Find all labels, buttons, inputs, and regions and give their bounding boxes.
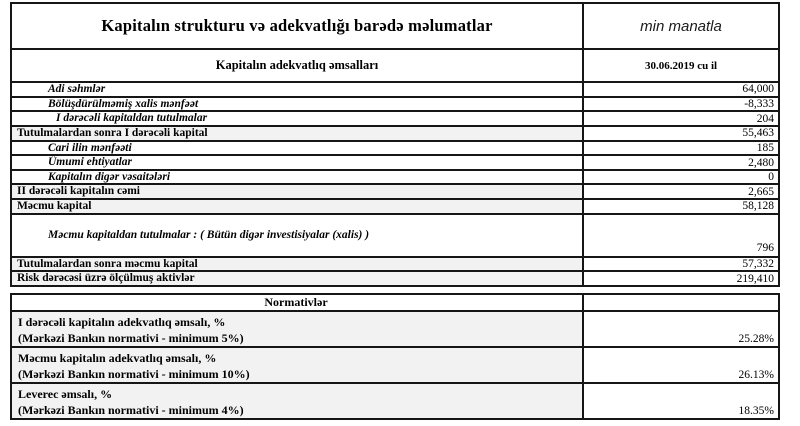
row-label: Məcmu kapitaldan tutulmalar : ( Bütün di… — [10, 212, 584, 258]
table-row: II dərəcəli kapitalın cəmi 2,665 — [10, 183, 780, 201]
norm-line1: I dərəcəli kapitalın adekvatlıq əmsalı, … — [18, 315, 226, 329]
table-row: Tutulmalardan sonra məcmu kapital 57,332 — [10, 255, 780, 273]
row-label: II dərəcəli kapitalın cəmi — [10, 183, 584, 201]
row-value: 2,665 — [582, 183, 780, 201]
row-value: 18.35% — [582, 382, 780, 420]
normatives-header-row: Normativlər — [10, 293, 780, 312]
norm-line2: (Mərkəzi Bankın normativi - minimum 10%) — [18, 367, 250, 381]
row-label: Risk dərəcəsi üzrə ölçülmuş aktivlər — [10, 270, 584, 288]
table-row: I dərəcəli kapitaldan tutulmalar 204 — [10, 110, 780, 127]
table-row: Adi səhmlər 64,000 — [10, 81, 780, 98]
table-row: Məcmu kapitalın adekvatlıq əmsalı, % (Mə… — [10, 346, 780, 384]
row-label: Kapitalın digər vəsaitələri — [10, 168, 584, 186]
unit-label: min manatla — [582, 2, 780, 50]
table-row: Məcmu kapital 58,128 — [10, 198, 780, 215]
table-row: I dərəcəli kapitalın adekvatlıq əmsalı, … — [10, 310, 780, 348]
normatives-header: Normativlər — [10, 293, 584, 312]
norm-line2: (Mərkəzi Bankın normativi - minimum 5%) — [18, 331, 244, 345]
norm-line2: (Mərkəzi Bankın normativi - minimum 4%) — [18, 403, 244, 417]
table-row: Məcmu kapitaldan tutulmalar : ( Bütün di… — [10, 212, 780, 258]
empty-cell — [582, 293, 780, 312]
table-row: Leverec əmsalı, % (Mərkəzi Bankın normat… — [10, 382, 780, 420]
row-label: Tutulmalardan sonra I dərəcəli kapital — [10, 124, 584, 142]
row-value: 2,480 — [582, 154, 780, 171]
report-title: Kapitalın strukturu və adekvatlığı barəd… — [10, 2, 584, 50]
section-header: Kapitalın adekvatlıq əmsalları — [10, 48, 584, 83]
row-value: 796 — [582, 212, 780, 258]
table-row: Ümumi ehtiyatlar 2,480 — [10, 154, 780, 171]
row-label: I dərəcəli kapitaldan tutulmalar — [10, 110, 584, 127]
row-label: Bölüşdürülməmiş xalis mənfəət — [10, 95, 584, 113]
norm-line1: Leverec əmsalı, % — [18, 387, 113, 401]
row-value: 26.13% — [582, 346, 780, 384]
row-value: 55,463 — [582, 124, 780, 142]
normatives-table: Normativlər I dərəcəli kapitalın adekvat… — [10, 293, 780, 420]
row-value: 204 — [582, 110, 780, 127]
row-label: Ümumi ehtiyatlar — [10, 154, 584, 171]
row-value: 25.28% — [582, 310, 780, 348]
row-label: Leverec əmsalı, % (Mərkəzi Bankın normat… — [10, 382, 584, 420]
row-label: Məcmu kapitalın adekvatlıq əmsalı, % (Mə… — [10, 346, 584, 384]
row-value: 57,332 — [582, 255, 780, 273]
row-label: Məcmu kapital — [10, 198, 584, 215]
row-label: I dərəcəli kapitalın adekvatlıq əmsalı, … — [10, 310, 584, 348]
row-value: 0 — [582, 168, 780, 186]
capital-structure-table: Kapitalın strukturu və adekvatlığı barəd… — [10, 2, 780, 288]
table-row: Kapitalın digər vəsaitələri 0 — [10, 168, 780, 186]
row-value: 58,128 — [582, 198, 780, 215]
row-value: -8,333 — [582, 95, 780, 113]
row-value: 185 — [582, 139, 780, 157]
table-row: Cari ilin mənfəəti 185 — [10, 139, 780, 157]
section-header-row: Kapitalın adekvatlıq əmsalları 30.06.201… — [10, 48, 780, 83]
row-label: Adi səhmlər — [10, 81, 584, 98]
report-date: 30.06.2019 cu il — [582, 48, 780, 83]
row-value: 219,410 — [582, 270, 780, 288]
row-label: Tutulmalardan sonra məcmu kapital — [10, 255, 584, 273]
norm-line1: Məcmu kapitalın adekvatlıq əmsalı, % — [18, 351, 217, 365]
row-value: 64,000 — [582, 81, 780, 98]
table-row: Risk dərəcəsi üzrə ölçülmuş aktivlər 219… — [10, 270, 780, 288]
table-row: Bölüşdürülməmiş xalis mənfəət -8,333 — [10, 95, 780, 113]
table-row: Tutulmalardan sonra I dərəcəli kapital 5… — [10, 124, 780, 142]
table-title-row: Kapitalın strukturu və adekvatlığı barəd… — [10, 2, 780, 50]
row-label: Cari ilin mənfəəti — [10, 139, 584, 157]
